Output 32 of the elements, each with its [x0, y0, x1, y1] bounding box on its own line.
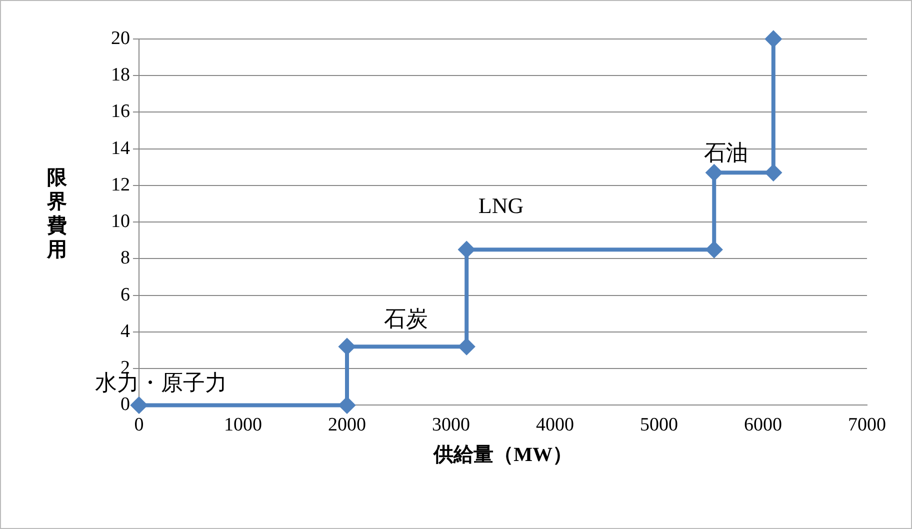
annotation: 石油: [704, 139, 748, 167]
x-tick-label: 0: [134, 414, 144, 436]
point: [706, 164, 722, 181]
x-tick-label: 4000: [536, 414, 574, 436]
y-tick-label: 10: [111, 211, 130, 232]
point: [765, 164, 782, 181]
point: [706, 242, 722, 258]
y-tick-label: 0: [120, 394, 130, 416]
y-tick-label: 4: [120, 320, 130, 342]
y-tick-label: 8: [120, 248, 130, 269]
x-tick-label: 6000: [744, 414, 782, 436]
x-tick-label: 7000: [848, 414, 886, 436]
y-axis-title: 限界費用: [46, 166, 68, 262]
point: [458, 338, 475, 355]
point: [339, 338, 355, 355]
point: [339, 397, 355, 414]
x-tick-label: 5000: [640, 414, 678, 436]
y-tick-label: 12: [111, 174, 130, 196]
y-tick-label: 20: [111, 28, 130, 49]
annotation: LNG: [478, 193, 524, 219]
x-tick-label: 2000: [328, 414, 366, 436]
point: [765, 31, 782, 47]
point: [131, 397, 147, 414]
x-tick-label: 3000: [432, 414, 470, 436]
annotation: 石炭: [384, 305, 428, 333]
point: [458, 242, 475, 258]
x-tick-label: 1000: [224, 414, 262, 436]
y-tick-label: 18: [111, 64, 130, 86]
y-tick-label: 14: [111, 138, 130, 159]
x-axis-title: 供給量（MW）: [432, 444, 572, 466]
y-tick-label: 6: [120, 284, 130, 306]
y-tick-label: 16: [111, 101, 130, 122]
